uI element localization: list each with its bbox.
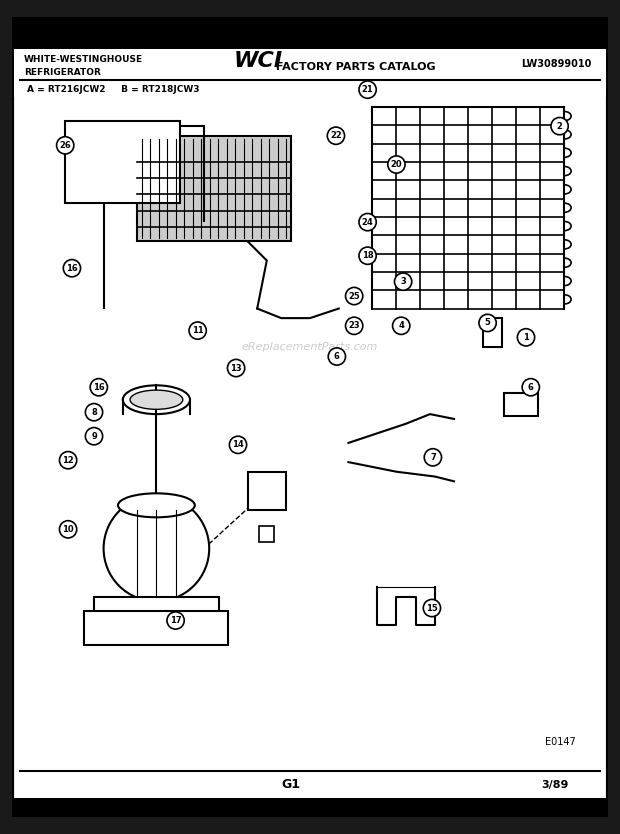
Circle shape (86, 404, 103, 421)
Text: 25: 25 (348, 292, 360, 300)
Text: 3/89: 3/89 (541, 780, 569, 790)
Text: WHITE-WESTINGHOUSE: WHITE-WESTINGHOUSE (24, 55, 143, 63)
Circle shape (522, 379, 539, 396)
Bar (504, 393, 539, 416)
Ellipse shape (118, 494, 195, 517)
Circle shape (189, 322, 206, 339)
Text: 12: 12 (62, 455, 74, 465)
Text: G1: G1 (281, 777, 300, 791)
Text: 6: 6 (334, 352, 340, 361)
Circle shape (104, 495, 209, 601)
Bar (94, 596, 219, 615)
Text: 24: 24 (361, 218, 373, 227)
Text: 2: 2 (557, 122, 562, 131)
Ellipse shape (123, 385, 190, 414)
Text: 10: 10 (62, 525, 74, 534)
Text: 11: 11 (192, 326, 203, 335)
Text: 17: 17 (170, 616, 182, 625)
Bar (259, 526, 275, 542)
Text: FACTORY PARTS CATALOG: FACTORY PARTS CATALOG (272, 62, 435, 72)
Circle shape (60, 520, 77, 538)
Text: 16: 16 (66, 264, 78, 273)
Circle shape (359, 81, 376, 98)
Text: 20: 20 (391, 160, 402, 169)
Text: 21: 21 (361, 85, 373, 94)
Text: A = RT216JCW2     B = RT218JCW3: A = RT216JCW2 B = RT218JCW3 (27, 84, 199, 93)
Text: 9: 9 (91, 432, 97, 440)
Text: 22: 22 (330, 131, 342, 140)
Bar (483, 318, 502, 347)
Circle shape (359, 247, 376, 264)
Circle shape (229, 436, 247, 454)
Ellipse shape (130, 390, 183, 409)
Circle shape (327, 127, 345, 144)
Text: REFRIGERATOR: REFRIGERATOR (24, 68, 101, 78)
Circle shape (359, 214, 376, 231)
Circle shape (388, 156, 405, 173)
Bar (247, 472, 286, 510)
Text: 26: 26 (60, 141, 71, 150)
Circle shape (56, 137, 74, 154)
Text: 1: 1 (523, 333, 529, 342)
Circle shape (60, 451, 77, 469)
Text: eReplacementParts.com: eReplacementParts.com (242, 342, 378, 352)
Text: 13: 13 (230, 364, 242, 373)
Text: 7: 7 (430, 453, 436, 462)
Text: 3: 3 (401, 277, 406, 286)
Circle shape (228, 359, 245, 377)
Circle shape (86, 428, 103, 445)
Text: 16: 16 (93, 383, 105, 392)
Text: 23: 23 (348, 321, 360, 330)
Circle shape (63, 259, 81, 277)
Bar (12, 17, 608, 49)
Circle shape (392, 317, 410, 334)
Text: 4: 4 (398, 321, 404, 330)
Text: 5: 5 (485, 319, 490, 328)
Circle shape (345, 288, 363, 304)
Circle shape (423, 600, 441, 616)
Text: 6: 6 (528, 383, 534, 392)
Bar (14, 49, 606, 98)
Circle shape (517, 329, 534, 346)
Text: E0147: E0147 (545, 737, 576, 747)
Circle shape (328, 348, 345, 365)
Circle shape (394, 273, 412, 290)
Circle shape (551, 118, 569, 135)
Circle shape (90, 379, 107, 396)
Bar (12, 798, 608, 817)
Bar (137, 136, 291, 241)
Text: LW30899010: LW30899010 (521, 58, 591, 68)
Circle shape (479, 314, 496, 332)
Bar (65, 121, 180, 203)
Text: 14: 14 (232, 440, 244, 450)
Text: WCI: WCI (233, 51, 282, 71)
Text: 8: 8 (91, 408, 97, 417)
Circle shape (345, 317, 363, 334)
Circle shape (424, 449, 441, 466)
Text: 18: 18 (362, 251, 373, 260)
Circle shape (167, 612, 184, 629)
Bar (84, 611, 228, 645)
Text: 15: 15 (426, 604, 438, 612)
